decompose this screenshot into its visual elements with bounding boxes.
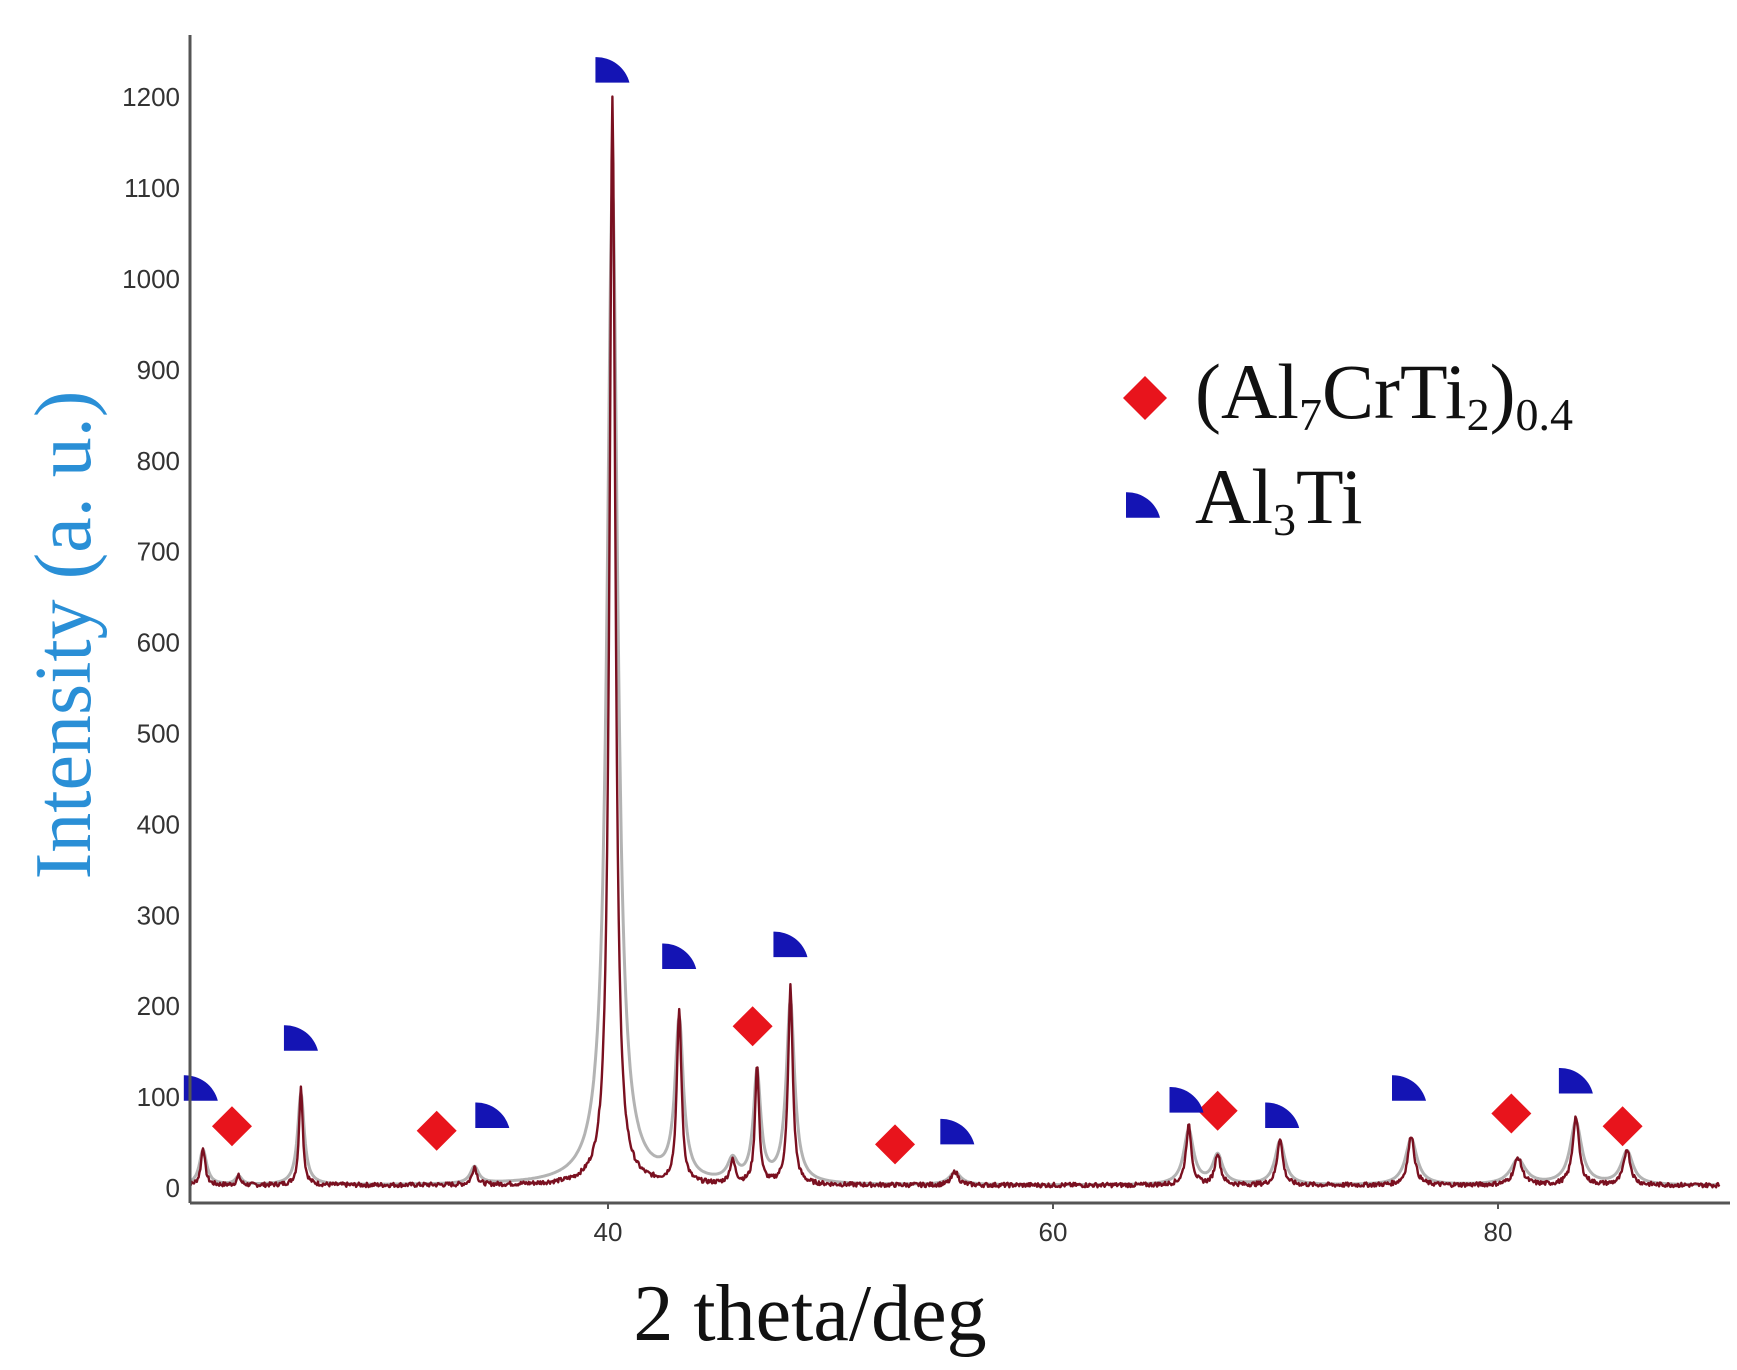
legend-label-part: ) xyxy=(1490,348,1516,435)
al3ti-marker xyxy=(773,931,808,958)
legend-label-part: CrTi xyxy=(1322,348,1467,435)
legend-label-part: (Al xyxy=(1195,348,1299,435)
x-axis-title: 2 theta/deg xyxy=(633,1270,986,1358)
legend-diamond-icon xyxy=(1123,376,1167,420)
y-axis-title: Intensity (a. u.) xyxy=(20,391,108,880)
y-tick-label: 300 xyxy=(137,900,180,930)
al7crti2-marker xyxy=(211,1106,252,1147)
y-tick-label: 1100 xyxy=(124,173,180,203)
y-axis-ticks: 0 100 200 300 400 500 600 700 800 900 1000 1100 1200 xyxy=(122,82,180,1203)
legend-label-subscript: 0.4 xyxy=(1516,389,1574,440)
x-tick-label: 60 xyxy=(1039,1217,1068,1247)
y-tick-label: 800 xyxy=(137,446,180,476)
al7crti2-marker xyxy=(732,1006,773,1047)
y-tick-label: 100 xyxy=(137,1082,180,1112)
legend-label-part: Ti xyxy=(1296,453,1363,540)
plot-area xyxy=(183,57,1721,1189)
legend: (Al7CrTi2)0.4 Al3Ti xyxy=(1123,348,1573,545)
phase-markers xyxy=(183,57,1643,1165)
al3ti-marker xyxy=(662,943,697,969)
legend-label-subscript: 3 xyxy=(1273,494,1296,545)
al7crti2-marker xyxy=(416,1110,457,1151)
al3ti-marker xyxy=(283,1025,318,1051)
reference-pattern-line xyxy=(189,183,1721,1187)
al3ti-marker xyxy=(1169,1087,1204,1113)
y-tick-label: 0 xyxy=(166,1173,180,1203)
legend-quarter-circle-icon xyxy=(1126,492,1160,518)
y-tick-label: 700 xyxy=(137,537,180,567)
y-tick-label: 1000 xyxy=(122,264,180,294)
y-tick-label: 500 xyxy=(137,719,180,749)
al7crti2-marker xyxy=(1602,1106,1643,1147)
al3ti-marker xyxy=(1392,1075,1426,1101)
legend-label-subscript: 7 xyxy=(1299,389,1322,440)
y-tick-label: 400 xyxy=(137,809,180,839)
xrd-pattern-line xyxy=(189,95,1721,1189)
al3ti-marker xyxy=(475,1102,510,1129)
y-tick-label: 1200 xyxy=(122,82,180,112)
x-axis-ticks: 40 60 80 xyxy=(594,1203,1513,1247)
al3ti-marker xyxy=(1558,1067,1593,1094)
al7crti2-marker xyxy=(1197,1090,1238,1131)
al7crti2-marker xyxy=(875,1124,916,1165)
legend-label: Al3Ti xyxy=(1195,453,1363,545)
legend-label-part: Al xyxy=(1195,453,1273,540)
y-tick-label: 600 xyxy=(137,628,180,658)
x-tick-label: 40 xyxy=(594,1217,623,1247)
y-tick-label: 200 xyxy=(137,991,180,1021)
legend-label: (Al7CrTi2)0.4 xyxy=(1195,348,1573,440)
x-tick-label: 80 xyxy=(1484,1217,1513,1247)
y-tick-label: 900 xyxy=(137,355,180,385)
al3ti-marker xyxy=(940,1118,975,1145)
legend-label-subscript: 2 xyxy=(1467,389,1490,440)
al3ti-marker xyxy=(1265,1102,1300,1129)
al3ti-marker xyxy=(595,57,630,83)
al3ti-marker xyxy=(183,1075,218,1101)
al7crti2-marker xyxy=(1491,1093,1532,1134)
